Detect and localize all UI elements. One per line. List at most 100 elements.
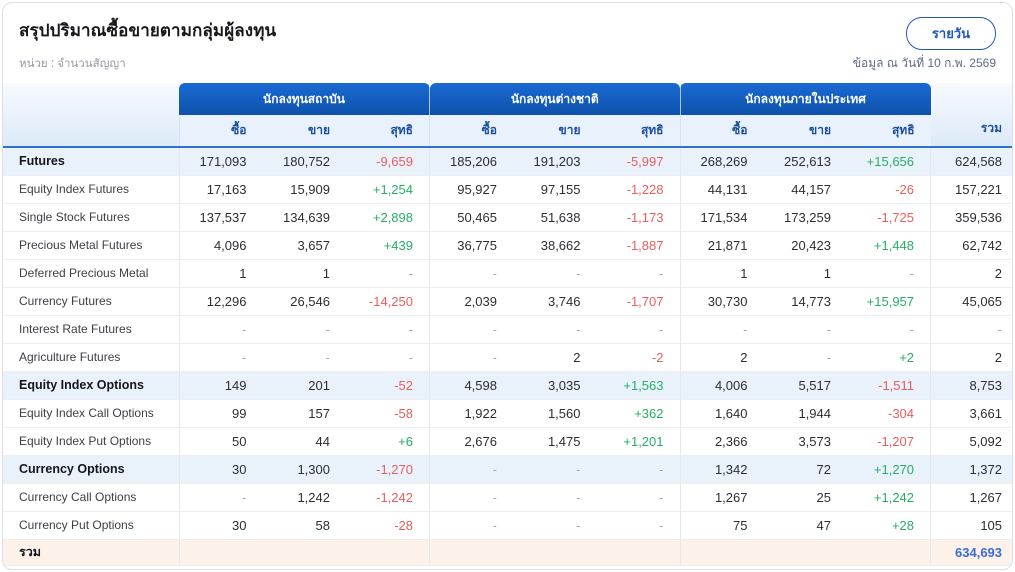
value-cell: 44,157	[763, 175, 847, 204]
value-cell: -	[596, 259, 680, 288]
grand-total-value: 634,693	[930, 539, 1012, 566]
value-cell: 137,537	[178, 203, 263, 232]
row-label: Currency Put Options	[3, 511, 179, 540]
value-cell: 4,598	[429, 371, 513, 400]
value-cell: 173,259	[763, 203, 847, 232]
value-cell: 99	[178, 399, 263, 428]
value-cell: 20,423	[763, 231, 847, 260]
value-cell: 97,155	[513, 175, 597, 204]
value-cell: -	[513, 483, 597, 512]
value-cell: -	[346, 259, 430, 288]
col-buy: ซื้อ	[429, 115, 513, 148]
value-cell: -	[429, 483, 513, 512]
value-cell: -52	[346, 371, 430, 400]
value-cell: 58	[262, 511, 346, 540]
value-cell: 30	[178, 511, 263, 540]
daily-period-button[interactable]: รายวัน	[905, 17, 996, 50]
table-row: Single Stock Futures 137,537 134,639 +2,898…	[3, 203, 1012, 232]
row-total: 2	[930, 343, 1012, 372]
value-cell: -1,242	[346, 483, 430, 512]
value-cell: -	[513, 315, 597, 344]
sub-header-row: ซื้อ ขาย สุทธิ ซื้อ ขาย สุทธิ ซื้อ ขาย ส…	[3, 115, 1012, 148]
value-cell: +1,201	[596, 427, 680, 456]
value-cell: +6	[346, 427, 430, 456]
value-cell: 1,475	[513, 427, 597, 456]
row-total: 5,092	[930, 427, 1012, 456]
table-row: Equity Index Call Options 99 157 -58 1,922 1,…	[3, 399, 1012, 428]
row-label: รวม	[3, 539, 179, 566]
value-cell: 26,546	[262, 287, 346, 316]
value-cell: -1,707	[596, 287, 680, 316]
value-cell: 2,039	[429, 287, 513, 316]
table-row: Precious Metal Futures 4,096 3,657 +439 36,7…	[3, 231, 1012, 260]
value-cell: -1,207	[847, 427, 931, 456]
value-cell: 1	[262, 259, 346, 288]
value-cell: -1,270	[346, 455, 430, 484]
value-cell: -	[346, 343, 430, 372]
value-cell: -58	[346, 399, 430, 428]
col-net: สุทธิ	[346, 115, 430, 148]
value-cell: -	[429, 343, 513, 372]
group-foreign: นักลงทุนต่างชาติ	[429, 83, 680, 115]
value-cell: 30,730	[679, 287, 764, 316]
col-net: สุทธิ	[596, 115, 680, 148]
value-cell: +362	[596, 399, 680, 428]
value-cell: 95,927	[429, 175, 513, 204]
value-cell: 1,640	[679, 399, 764, 428]
value-cell: 1,267	[679, 483, 764, 512]
table-row: Currency Put Options 30 58 -28- - -75 47 +28 105	[3, 511, 1012, 540]
value-cell	[679, 539, 764, 566]
value-cell: -	[178, 343, 263, 372]
value-cell: -	[429, 315, 513, 344]
value-cell: 44,131	[679, 175, 764, 204]
col-sell: ขาย	[763, 115, 847, 148]
row-total: 157,221	[930, 175, 1012, 204]
row-label: Equity Index Call Options	[3, 399, 179, 428]
value-cell: -26	[847, 175, 931, 204]
table-row: Equity Index Put Options 50 44 +6 2,676 1,475…	[3, 427, 1012, 456]
table-row: Deferred Precious Metal 1 1- - - -1 1-2	[3, 259, 1012, 288]
value-cell: -9,659	[346, 147, 430, 176]
value-cell: 134,639	[262, 203, 346, 232]
value-cell: 44	[262, 427, 346, 456]
row-label: Equity Index Futures	[3, 175, 179, 204]
value-cell	[429, 539, 513, 566]
col-buy: ซื้อ	[679, 115, 764, 148]
row-total: 624,568	[930, 147, 1012, 176]
table-row: Currency Call Options -1,242 -1,242- - -1,26…	[3, 483, 1012, 512]
row-label: Interest Rate Futures	[3, 315, 179, 344]
col-net: สุทธิ	[847, 115, 931, 148]
value-cell: 38,662	[513, 231, 597, 260]
value-cell: 14,773	[763, 287, 847, 316]
value-cell: 157	[262, 399, 346, 428]
value-cell: 191,203	[513, 147, 597, 176]
group-institutional: นักลงทุนสถาบัน	[179, 83, 430, 115]
value-cell: +439	[346, 231, 430, 260]
investor-summary-table: นักลงทุนสถาบัน นักลงทุนต่างชาติ นักลงทุน…	[3, 83, 1012, 566]
as-of-date: ข้อมูล ณ วันที่ 10 ก.พ. 2569	[852, 56, 996, 70]
value-cell: -	[178, 315, 263, 344]
value-cell: 252,613	[763, 147, 847, 176]
value-cell	[847, 539, 931, 566]
value-cell: 268,269	[679, 147, 764, 176]
table-row: Futures 171,093 180,752 -9,659 185,206 191,20…	[3, 147, 1012, 176]
value-cell: +1,563	[596, 371, 680, 400]
value-cell: 3,035	[513, 371, 597, 400]
value-cell	[178, 539, 263, 566]
value-cell: 1,922	[429, 399, 513, 428]
value-cell: 12,296	[178, 287, 263, 316]
value-cell: 72	[763, 455, 847, 484]
group-header-row: นักลงทุนสถาบัน นักลงทุนต่างชาติ นักลงทุน…	[3, 83, 1012, 148]
value-cell: 1,944	[763, 399, 847, 428]
value-cell: 1	[763, 259, 847, 288]
value-cell: -1,173	[596, 203, 680, 232]
value-cell	[596, 539, 680, 566]
page-title: สรุปปริมาณซื้อขายตามกลุ่มผู้ลงทุน	[19, 21, 277, 40]
unit-label: หน่วย : จำนวนสัญญา	[19, 57, 126, 70]
value-cell: -	[429, 511, 513, 540]
value-cell: 171,093	[178, 147, 263, 176]
value-cell: -	[262, 343, 346, 372]
value-cell: -	[679, 315, 764, 344]
value-cell: 201	[262, 371, 346, 400]
value-cell: -	[596, 455, 680, 484]
